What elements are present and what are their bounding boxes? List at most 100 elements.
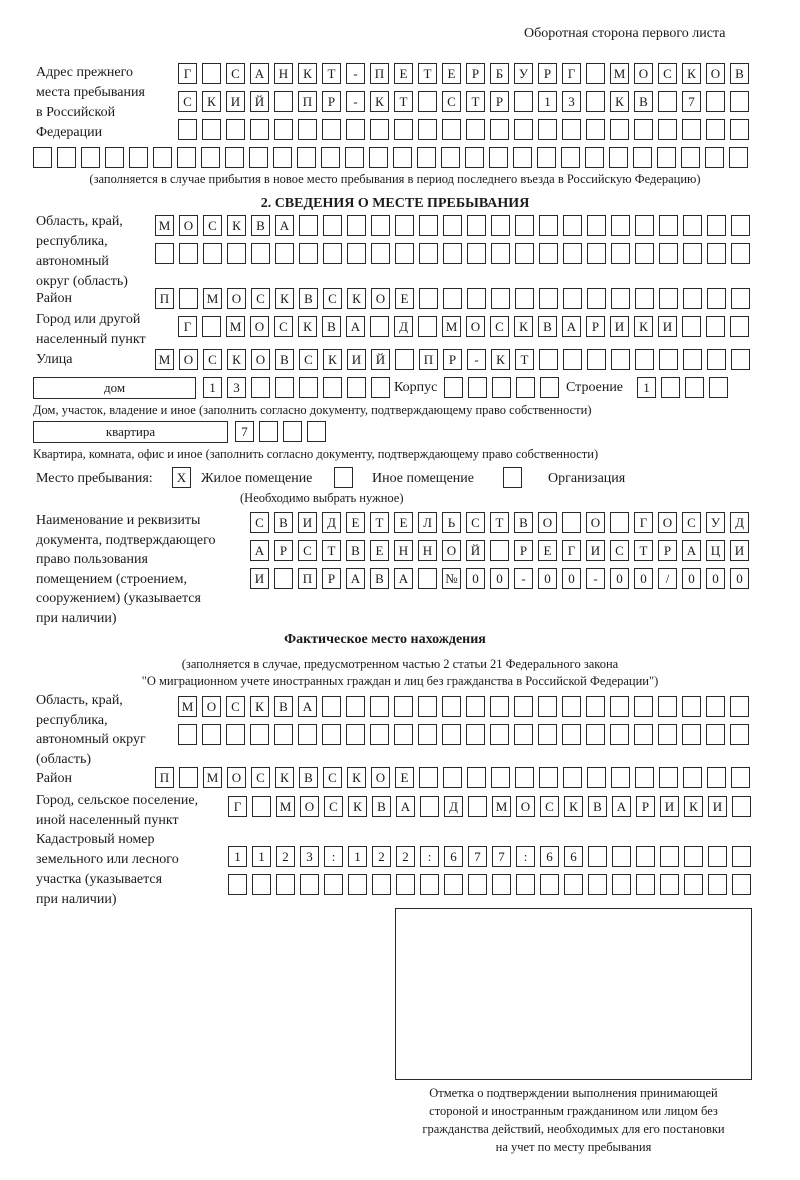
char-cell[interactable]: 0 [490, 568, 509, 589]
char-cell[interactable]: / [658, 568, 677, 589]
char-cell[interactable] [611, 349, 630, 370]
char-cell[interactable] [394, 724, 413, 745]
char-cell[interactable]: А [250, 540, 269, 561]
char-cell[interactable] [155, 243, 174, 264]
char-cell[interactable]: Е [395, 767, 414, 788]
char-cell[interactable] [490, 540, 509, 561]
char-cell[interactable]: К [347, 288, 366, 309]
char-cell[interactable]: 0 [634, 568, 653, 589]
char-cell[interactable] [299, 215, 318, 236]
char-cell[interactable]: 1 [538, 91, 557, 112]
char-cell[interactable]: : [516, 846, 535, 867]
char-cell[interactable] [468, 874, 487, 895]
char-cell[interactable]: 0 [538, 568, 557, 589]
char-cell[interactable]: В [730, 63, 749, 84]
char-cell[interactable]: В [588, 796, 607, 817]
char-cell[interactable] [588, 874, 607, 895]
char-cell[interactable]: С [178, 91, 197, 112]
char-cell[interactable]: С [323, 288, 342, 309]
char-cell[interactable] [682, 316, 701, 337]
char-cell[interactable] [442, 724, 461, 745]
char-cell[interactable] [516, 874, 535, 895]
char-cell[interactable]: Е [394, 512, 413, 533]
char-cell[interactable]: О [371, 288, 390, 309]
char-cell[interactable]: О [300, 796, 319, 817]
char-cell[interactable] [514, 696, 533, 717]
char-cell[interactable] [372, 874, 391, 895]
char-cell[interactable]: В [634, 91, 653, 112]
char-cell[interactable]: П [155, 767, 174, 788]
char-cell[interactable] [444, 377, 463, 398]
char-cell[interactable] [347, 377, 366, 398]
char-cell[interactable] [274, 724, 293, 745]
char-cell[interactable] [516, 377, 535, 398]
char-cell[interactable] [179, 767, 198, 788]
char-cell[interactable] [537, 147, 556, 168]
char-cell[interactable] [251, 377, 270, 398]
char-cell[interactable] [708, 874, 727, 895]
char-cell[interactable]: С [682, 512, 701, 533]
char-cell[interactable] [708, 846, 727, 867]
char-cell[interactable] [706, 696, 725, 717]
char-cell[interactable] [444, 874, 463, 895]
char-cell[interactable]: Г [562, 63, 581, 84]
char-cell[interactable]: О [516, 796, 535, 817]
char-cell[interactable]: К [684, 796, 703, 817]
char-cell[interactable]: Н [274, 63, 293, 84]
char-cell[interactable]: И [226, 91, 245, 112]
char-cell[interactable] [612, 874, 631, 895]
char-cell[interactable] [299, 377, 318, 398]
char-cell[interactable]: О [179, 349, 198, 370]
char-cell[interactable] [275, 243, 294, 264]
char-cell[interactable] [729, 147, 748, 168]
char-cell[interactable] [226, 119, 245, 140]
char-cell[interactable]: В [370, 568, 389, 589]
char-cell[interactable] [539, 349, 558, 370]
char-cell[interactable] [346, 119, 365, 140]
char-cell[interactable] [419, 288, 438, 309]
char-cell[interactable] [283, 421, 302, 442]
char-cell[interactable]: К [275, 767, 294, 788]
char-cell[interactable]: 2 [372, 846, 391, 867]
char-cell[interactable] [634, 724, 653, 745]
char-cell[interactable]: О [179, 215, 198, 236]
char-cell[interactable]: К [323, 349, 342, 370]
char-cell[interactable] [490, 696, 509, 717]
char-cell[interactable] [345, 147, 364, 168]
char-cell[interactable]: 6 [564, 846, 583, 867]
char-cell[interactable]: А [250, 63, 269, 84]
char-cell[interactable]: И [610, 316, 629, 337]
char-cell[interactable]: М [203, 288, 222, 309]
char-cell[interactable] [585, 147, 604, 168]
char-cell[interactable] [635, 243, 654, 264]
char-cell[interactable] [417, 147, 436, 168]
char-cell[interactable]: В [322, 316, 341, 337]
char-cell[interactable] [467, 243, 486, 264]
char-cell[interactable] [730, 316, 749, 337]
char-cell[interactable] [611, 767, 630, 788]
char-cell[interactable] [228, 874, 247, 895]
char-cell[interactable] [513, 147, 532, 168]
char-cell[interactable]: Р [586, 316, 605, 337]
char-cell[interactable] [611, 288, 630, 309]
char-cell[interactable]: 1 [252, 846, 271, 867]
char-cell[interactable]: И [250, 568, 269, 589]
char-cell[interactable] [587, 288, 606, 309]
char-cell[interactable] [586, 91, 605, 112]
char-cell[interactable]: Е [394, 63, 413, 84]
char-cell[interactable]: Т [394, 91, 413, 112]
char-cell[interactable]: К [491, 349, 510, 370]
char-cell[interactable] [681, 147, 700, 168]
char-cell[interactable] [538, 724, 557, 745]
char-cell[interactable] [514, 724, 533, 745]
char-cell[interactable]: В [346, 540, 365, 561]
char-cell[interactable]: Р [466, 63, 485, 84]
char-cell[interactable] [307, 421, 326, 442]
char-cell[interactable]: К [564, 796, 583, 817]
char-cell[interactable]: И [298, 512, 317, 533]
char-cell[interactable]: 6 [444, 846, 463, 867]
char-cell[interactable]: С [203, 215, 222, 236]
char-cell[interactable] [443, 243, 462, 264]
char-cell[interactable] [635, 215, 654, 236]
char-cell[interactable] [587, 243, 606, 264]
